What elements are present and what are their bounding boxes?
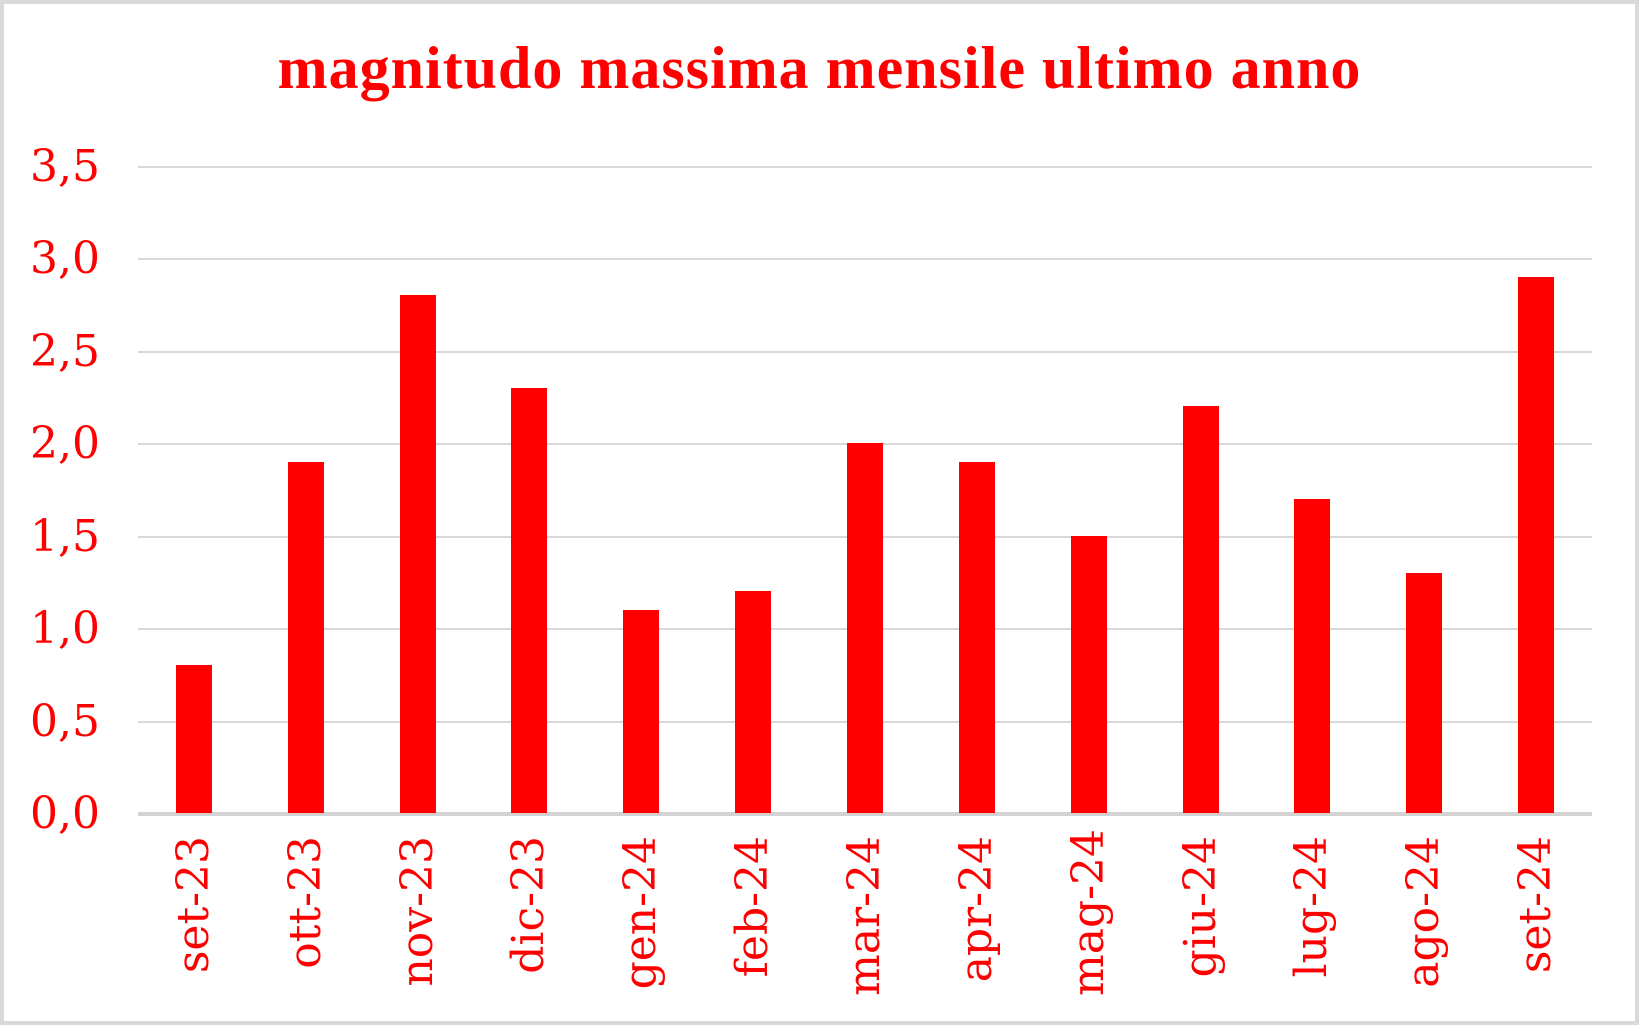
y-axis-tick-label: 2,5 xyxy=(30,325,100,377)
x-axis-tick-label: lug-24 xyxy=(1286,836,1338,978)
y-axis-tick-label: 1,0 xyxy=(30,603,100,655)
bar-set-24 xyxy=(1518,276,1555,813)
y-axis-tick-label: 3,5 xyxy=(30,141,100,192)
x-axis-tick-label: ago-24 xyxy=(1398,836,1450,988)
x-axis-tick-label: giu-24 xyxy=(1174,836,1226,978)
y-axis-tick-label: 1,5 xyxy=(30,510,100,562)
x-axis-tick-label: nov-23 xyxy=(391,836,443,987)
x-axis-tick-label: feb-24 xyxy=(727,836,779,978)
y-axis-tick-label: 0,0 xyxy=(30,788,100,839)
y-axis-tick-label: 2,0 xyxy=(30,418,100,470)
x-axis-tick-label: gen-24 xyxy=(615,836,667,990)
gridline xyxy=(138,166,1592,168)
gridline xyxy=(138,258,1592,261)
y-axis-tick-label: 3,0 xyxy=(30,233,100,285)
plot-area xyxy=(138,166,1592,816)
gridline xyxy=(138,350,1592,353)
bar-apr-24 xyxy=(958,461,995,813)
x-axis-line xyxy=(138,812,1592,816)
bar-mag-24 xyxy=(1070,535,1107,813)
x-axis-tick-label: mar-24 xyxy=(839,836,890,996)
x-axis-tick-label: ott-23 xyxy=(279,836,331,969)
x-axis-tick-label: set-23 xyxy=(167,836,219,974)
bar-giu-24 xyxy=(1182,406,1219,813)
bar-lug-24 xyxy=(1294,498,1331,813)
x-axis-tick-label: apr-24 xyxy=(950,836,1002,983)
bar-feb-24 xyxy=(735,591,772,813)
bar-set-23 xyxy=(175,665,212,813)
x-axis-tick-label: set-24 xyxy=(1510,836,1562,974)
x-axis-tick-label: mag-24 xyxy=(1062,829,1114,996)
bar-ott-23 xyxy=(287,461,324,813)
bar-nov-23 xyxy=(399,295,436,813)
bar-ago-24 xyxy=(1406,572,1443,813)
bar-gen-24 xyxy=(623,609,660,813)
y-axis-tick-label: 0,5 xyxy=(30,695,100,747)
chart-title: magnitudo massima mensile ultimo anno xyxy=(277,35,1362,101)
bar-mar-24 xyxy=(847,443,883,813)
bar-dic-23 xyxy=(511,387,548,813)
x-axis-tick-label: dic-23 xyxy=(503,836,555,974)
